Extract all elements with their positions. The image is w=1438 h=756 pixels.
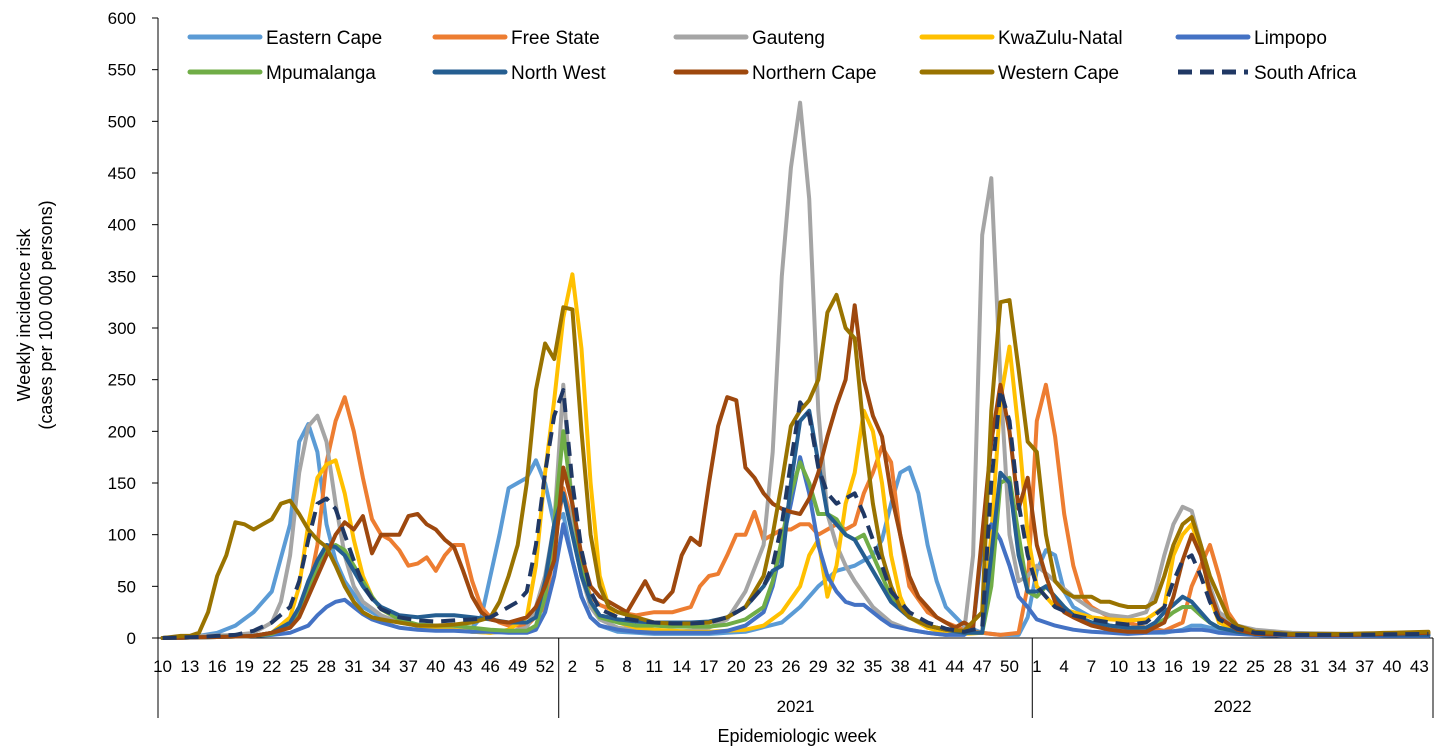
series-line-north-west [160,408,1431,640]
y-tick-label: 400 [108,216,136,235]
x-tick-label: 2 [568,657,577,676]
x-tick-label: 47 [973,657,992,676]
y-axis: 0 50 100 150 200 250 300 350 400 450 500 550 600 [108,9,159,648]
x-tick-label: 19 [1191,657,1210,676]
year-label: 2021 [777,697,815,716]
x-tick-label: 13 [1137,657,1156,676]
legend-label-mpumalanga: Mpumalanga [266,63,376,84]
legend-label-western-cape: Western Cape [998,63,1119,84]
y-tick-label: 300 [108,319,136,338]
y-tick-label: 600 [108,9,136,28]
series-line-eastern-cape [160,422,1431,640]
x-tick-label: 40 [1383,657,1402,676]
x-tick-label: 44 [945,657,964,676]
x-tick-label: 10 [1109,657,1128,676]
y-tick-label: 350 [108,267,136,286]
y-tick-label: 200 [108,422,136,441]
x-tick-label: 20 [727,657,746,676]
x-tick-label: 52 [536,657,555,676]
legend-label-south-africa: South Africa [1254,63,1357,84]
y-axis-title-line-2: (cases per 100 000 persons) [36,200,56,429]
x-tick-label: 17 [700,657,719,676]
legend-label-northern-cape: Northern Cape [752,63,877,84]
y-tick-label: 250 [108,371,136,390]
y-tick-label: 100 [108,526,136,545]
y-tick-label: 150 [108,474,136,493]
x-axis: 10 13 16 19 22 25 28 31 34 37 40 43 46 49 52 2 5 8 11 14 17 2… [153,637,1434,718]
x-tick-label: 34 [372,657,391,676]
x-tick-label: 31 [344,657,363,676]
x-tick-label: 28 [317,657,336,676]
x-tick-label: 40 [426,657,445,676]
legend-label-kwazulu-natal: KwaZulu-Natal [998,28,1123,49]
x-tick-label: 34 [1328,657,1347,676]
x-tick-label: 38 [891,657,910,676]
x-tick-label: 37 [1355,657,1374,676]
legend-label-limpopo: Limpopo [1254,28,1327,49]
year-label: 2022 [1214,697,1252,716]
x-tick-label: 13 [180,657,199,676]
x-tick-label: 43 [1410,657,1429,676]
legend-label-gauteng: Gauteng [752,28,825,49]
x-tick-label: 43 [454,657,473,676]
y-tick-label: 500 [108,112,136,131]
x-tick-label: 29 [809,657,828,676]
x-tick-label: 25 [1246,657,1265,676]
y-tick-label: 450 [108,164,136,183]
legend: Eastern Cape Free State Gauteng KwaZulu-Nat… [187,28,1357,84]
x-tick-label: 50 [1000,657,1019,676]
x-tick-label: 28 [1273,657,1292,676]
x-tick-label: 22 [1219,657,1238,676]
x-tick-label: 5 [595,657,604,676]
series-layer [160,100,1431,640]
series-line-western-cape [160,292,1431,640]
x-tick-label: 25 [290,657,309,676]
y-tick-label: 550 [108,61,136,80]
x-tick-label: 19 [235,657,254,676]
x-tick-label: 35 [863,657,882,676]
legend-label-free-state: Free State [511,28,600,49]
x-tick-label: 32 [836,657,855,676]
series-line-free-state [160,382,1431,640]
x-tick-label: 4 [1059,657,1068,676]
y-tick-label: 0 [127,629,136,648]
legend-label-north-west: North West [511,63,606,84]
y-tick-label: 50 [117,577,136,596]
x-tick-label: 16 [1164,657,1183,676]
x-tick-label: 26 [781,657,800,676]
x-tick-label: 41 [918,657,937,676]
x-axis-title: Epidemiologic week [717,726,877,746]
x-tick-label: 23 [754,657,773,676]
x-tick-label: 10 [153,657,172,676]
legend-label-eastern-cape: Eastern Cape [266,28,382,49]
x-tick-label: 11 [646,657,664,676]
x-tick-label: 16 [208,657,227,676]
series-line-south-africa [162,388,1429,640]
x-tick-label: 37 [399,657,418,676]
x-tick-label: 7 [1087,657,1096,676]
x-tick-label: 46 [481,657,500,676]
x-tick-label: 1 [1032,657,1041,676]
x-tick-label: 49 [508,657,527,676]
y-axis-title-line-1: Weekly incidence risk [14,228,34,402]
x-tick-label: 8 [622,657,631,676]
x-tick-label: 14 [672,657,691,676]
x-tick-label: 22 [262,657,281,676]
x-tick-label: 31 [1301,657,1320,676]
